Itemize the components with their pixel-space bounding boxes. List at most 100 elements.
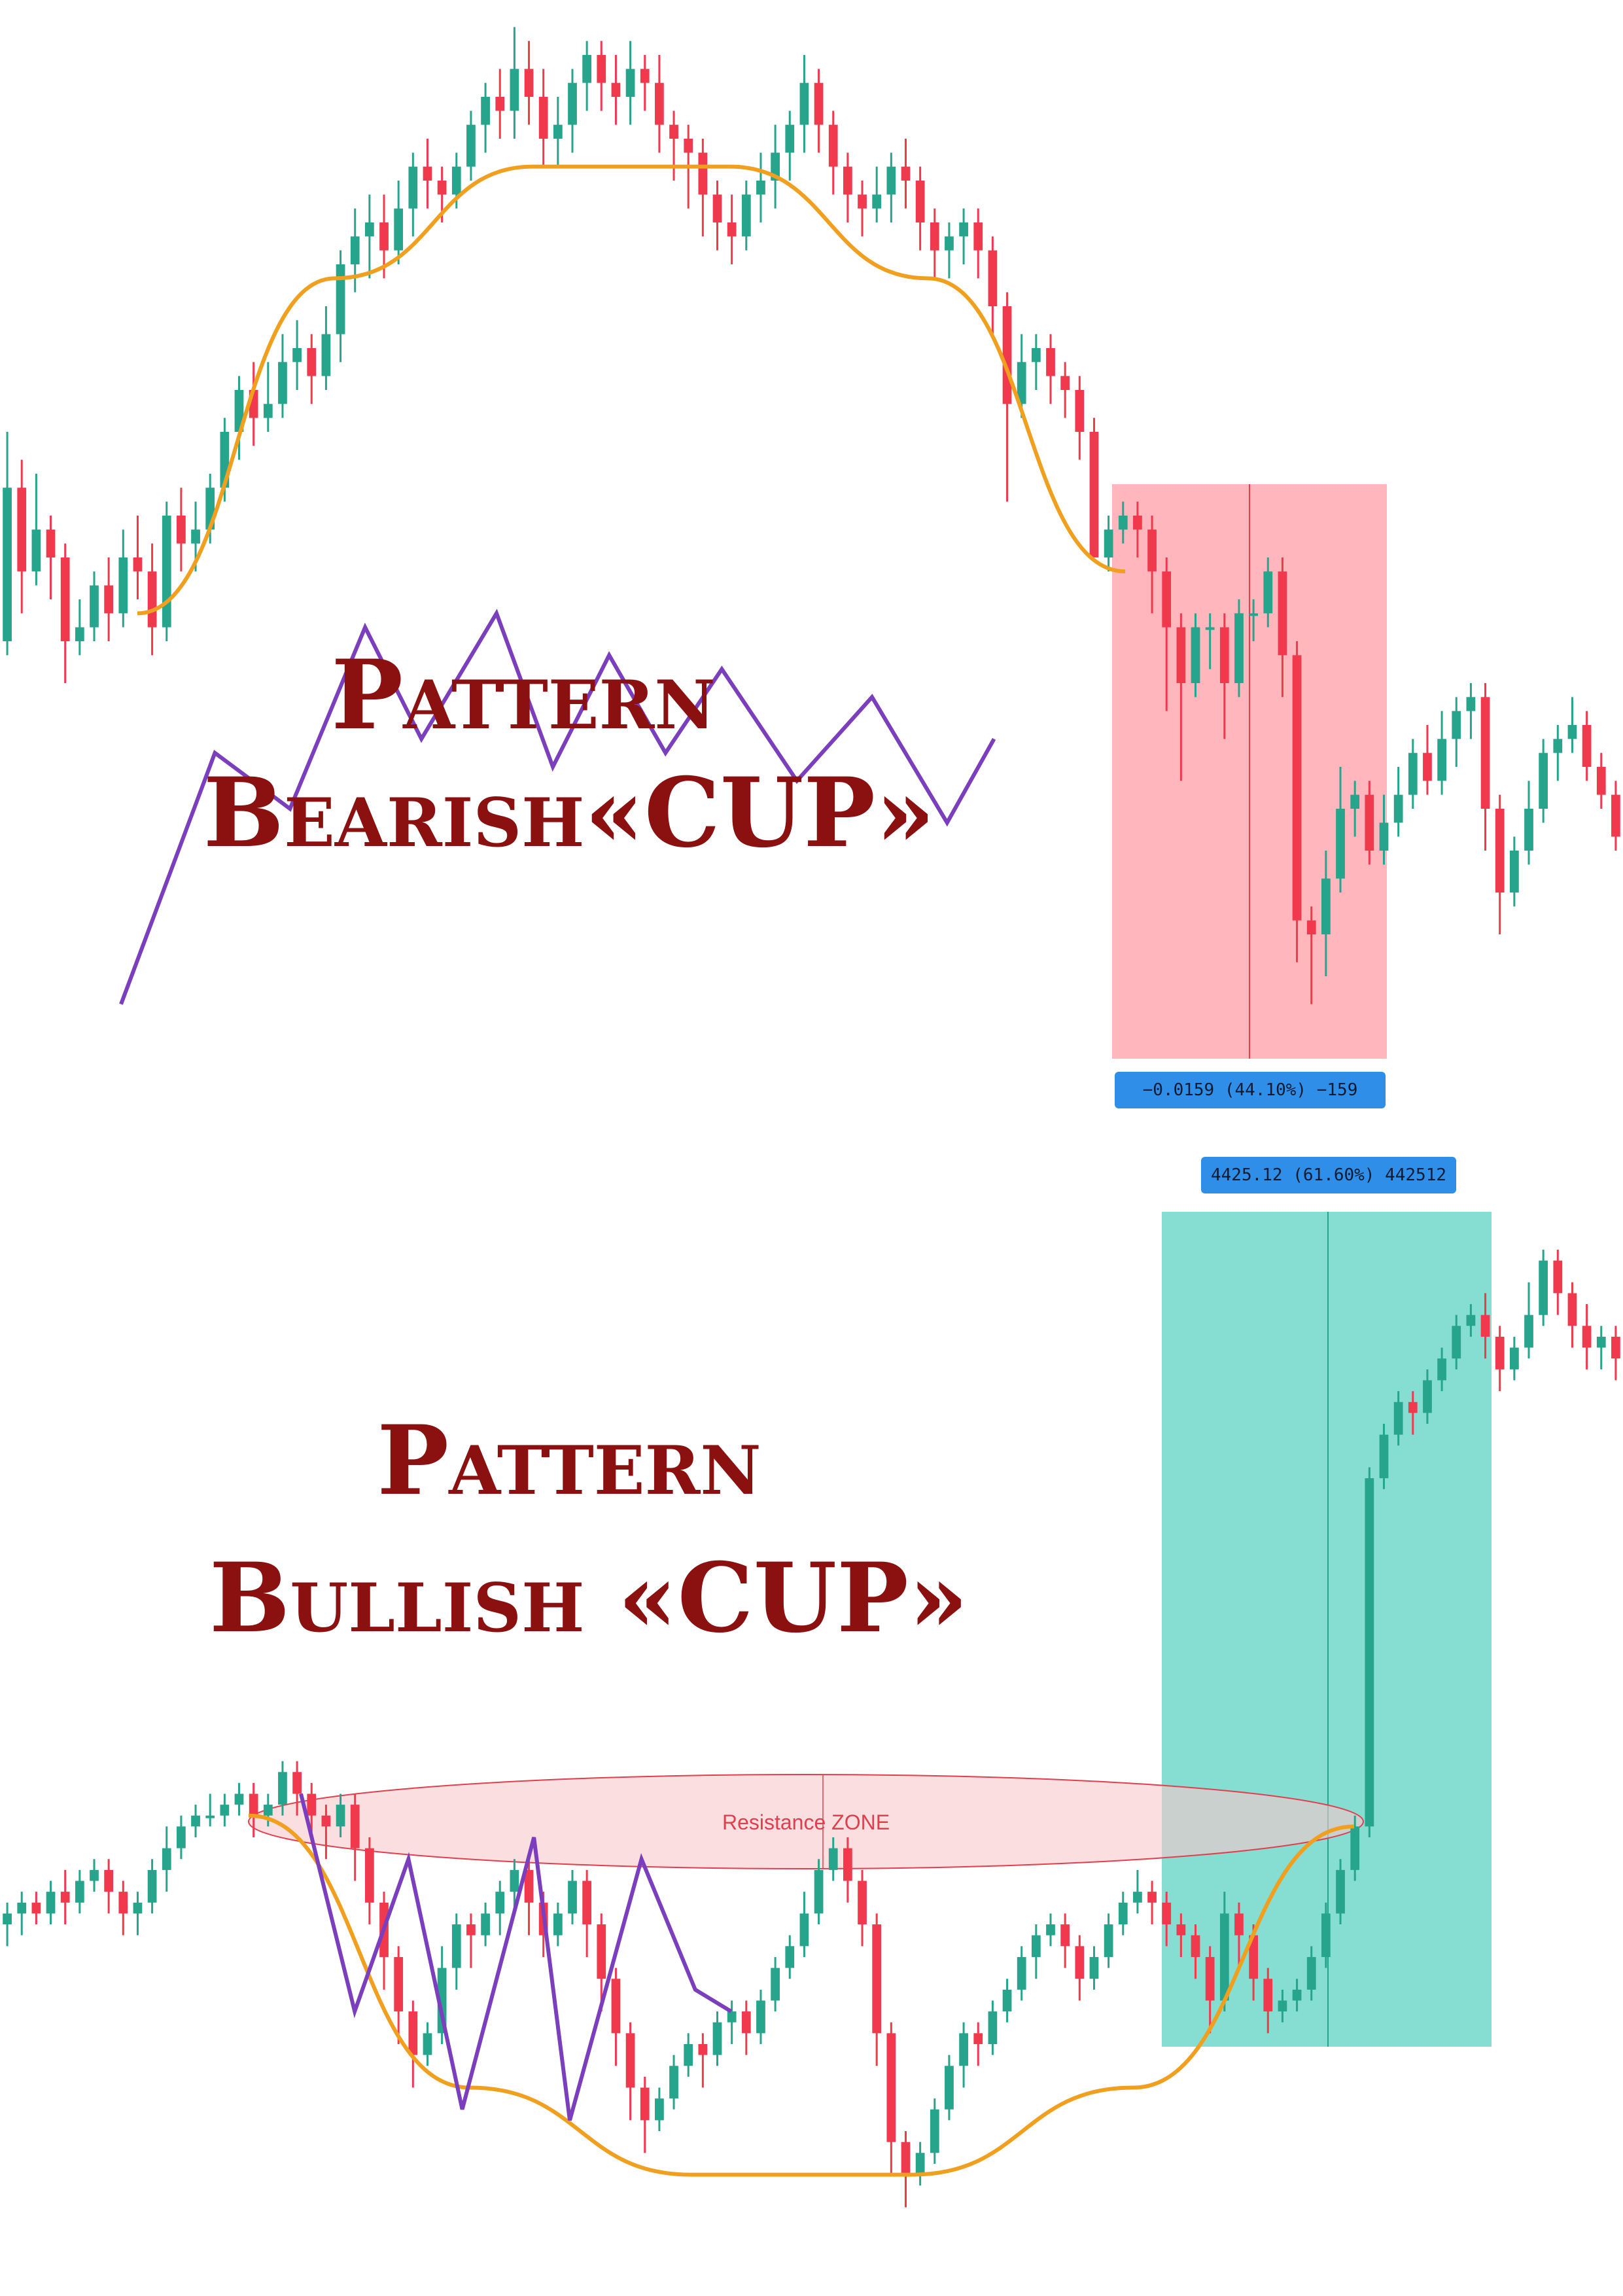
bearish-candle	[814, 82, 824, 125]
bullish-candle	[1002, 1989, 1012, 2012]
bearish-candle	[1408, 752, 1418, 795]
bearish-candle	[3, 487, 12, 641]
bullish-candle	[466, 1924, 476, 1935]
bearish-candle	[118, 557, 128, 614]
bearish-title-line2: Bearish«CUP»	[203, 757, 935, 869]
bullish-candle	[1495, 1336, 1505, 1369]
bullish-candle	[1553, 1260, 1563, 1294]
bearish-candle	[886, 166, 896, 195]
bullish-candle	[365, 1848, 374, 1903]
bearish-candle	[1263, 571, 1273, 614]
bullish-candle	[1437, 1358, 1446, 1381]
bearish-candle	[234, 390, 244, 432]
bullish-candle	[1306, 1956, 1316, 1990]
bearish-candles	[3, 27, 1620, 1004]
bullish-candle	[321, 1815, 331, 1827]
bearish-candle	[278, 362, 287, 404]
bullish-candle	[31, 1902, 41, 1914]
bullish-candle	[945, 2066, 954, 2110]
bearish-candle	[350, 236, 360, 264]
bearish-candle	[930, 222, 939, 251]
bullish-candle	[669, 2066, 678, 2099]
bullish-candle	[1321, 1913, 1331, 1957]
bullish-candle	[1365, 1478, 1374, 1827]
bullish-candle	[1219, 1913, 1229, 2001]
bullish-candle	[1480, 1315, 1490, 1337]
bullish-candle	[1046, 1924, 1055, 1935]
bullish-candle	[191, 1815, 200, 1827]
bearish-candle	[423, 166, 432, 181]
bearish-candle	[684, 139, 693, 153]
bullish-candle	[133, 1902, 143, 1914]
bearish-candle	[973, 222, 983, 251]
bullish-candle	[858, 1881, 867, 1925]
bearish-candle	[1104, 529, 1113, 557]
bearish-candle	[451, 166, 461, 195]
bullish-candle	[118, 1892, 128, 1914]
bullish-candle	[1075, 1946, 1085, 1979]
bullish-candle	[510, 1869, 519, 1892]
bullish-candle	[1263, 1979, 1273, 2012]
bearish-candle	[510, 69, 519, 111]
bullish-candle	[1234, 1913, 1244, 1935]
bullish-candle	[75, 1881, 84, 1903]
bearish-candle	[1437, 739, 1446, 781]
bullish-candle	[162, 1848, 171, 1870]
bearish-candle	[394, 208, 404, 251]
bullish-candle	[1278, 2000, 1287, 2012]
bearish-candle	[17, 487, 27, 572]
resistance-zone-label: Resistance ZONE	[722, 1810, 890, 1834]
bullish-candle	[684, 2044, 693, 2066]
bullish-candle	[828, 1848, 838, 1870]
bullish-candle	[220, 1805, 230, 1816]
bearish-candle	[1379, 822, 1389, 851]
bearish-candle	[1336, 809, 1345, 879]
bearish-candle	[379, 222, 389, 251]
bullish-measure-tag: 4425.12 (61.60%) 442512	[1201, 1157, 1456, 1193]
bullish-candle	[727, 2011, 737, 2022]
bearish-candle	[988, 250, 998, 306]
bearish-candle	[1278, 571, 1287, 656]
bullish-candle	[712, 2022, 722, 2055]
bullish-cup-curve	[248, 1813, 1355, 2177]
bearish-candle	[1089, 432, 1099, 557]
bullish-candle	[553, 1913, 563, 1935]
resistance-zone	[248, 1774, 1364, 1869]
bearish-candle	[321, 334, 331, 376]
bearish-candle	[727, 222, 737, 237]
bullish-candle	[959, 2033, 968, 2066]
bearish-candle	[1075, 390, 1085, 432]
bullish-candle	[205, 1815, 215, 1818]
bearish-candle	[162, 516, 171, 627]
bearish-candle	[915, 181, 925, 222]
bullish-candle	[1539, 1260, 1548, 1315]
bullish-candle	[655, 2098, 664, 2121]
bearish-candle	[959, 222, 968, 237]
bearish-candle	[1219, 627, 1229, 683]
bullish-candle	[1350, 1826, 1360, 1870]
bullish-candle	[1596, 1336, 1606, 1348]
bearish-candle	[147, 571, 157, 627]
bullish-candle	[408, 2011, 418, 2055]
bullish-candle	[1393, 1402, 1403, 1435]
bullish-candle	[771, 1968, 780, 2001]
bearish-candle	[1452, 711, 1461, 739]
bearish-candle	[756, 181, 765, 195]
bearish-candle	[741, 194, 751, 237]
bearish-candle	[31, 529, 41, 572]
bearish-title-line1: Pattern	[331, 639, 716, 751]
bearish-candle	[1567, 725, 1577, 739]
bullish-candle	[104, 1869, 114, 1892]
bearish-candle	[597, 55, 606, 83]
bullish-candle	[597, 1924, 606, 1979]
bearish-candle	[1205, 627, 1215, 630]
bearish-candle	[1582, 725, 1592, 767]
bearish-candle	[1162, 571, 1172, 627]
bullish-candle	[1205, 1956, 1215, 2001]
bearish-candle	[90, 585, 99, 627]
bearish-candle	[133, 557, 143, 572]
bullish-candle	[843, 1848, 852, 1881]
bullish-candle	[1191, 1935, 1200, 1957]
bearish-candle	[1524, 809, 1533, 851]
bullish-candle	[915, 2153, 925, 2175]
